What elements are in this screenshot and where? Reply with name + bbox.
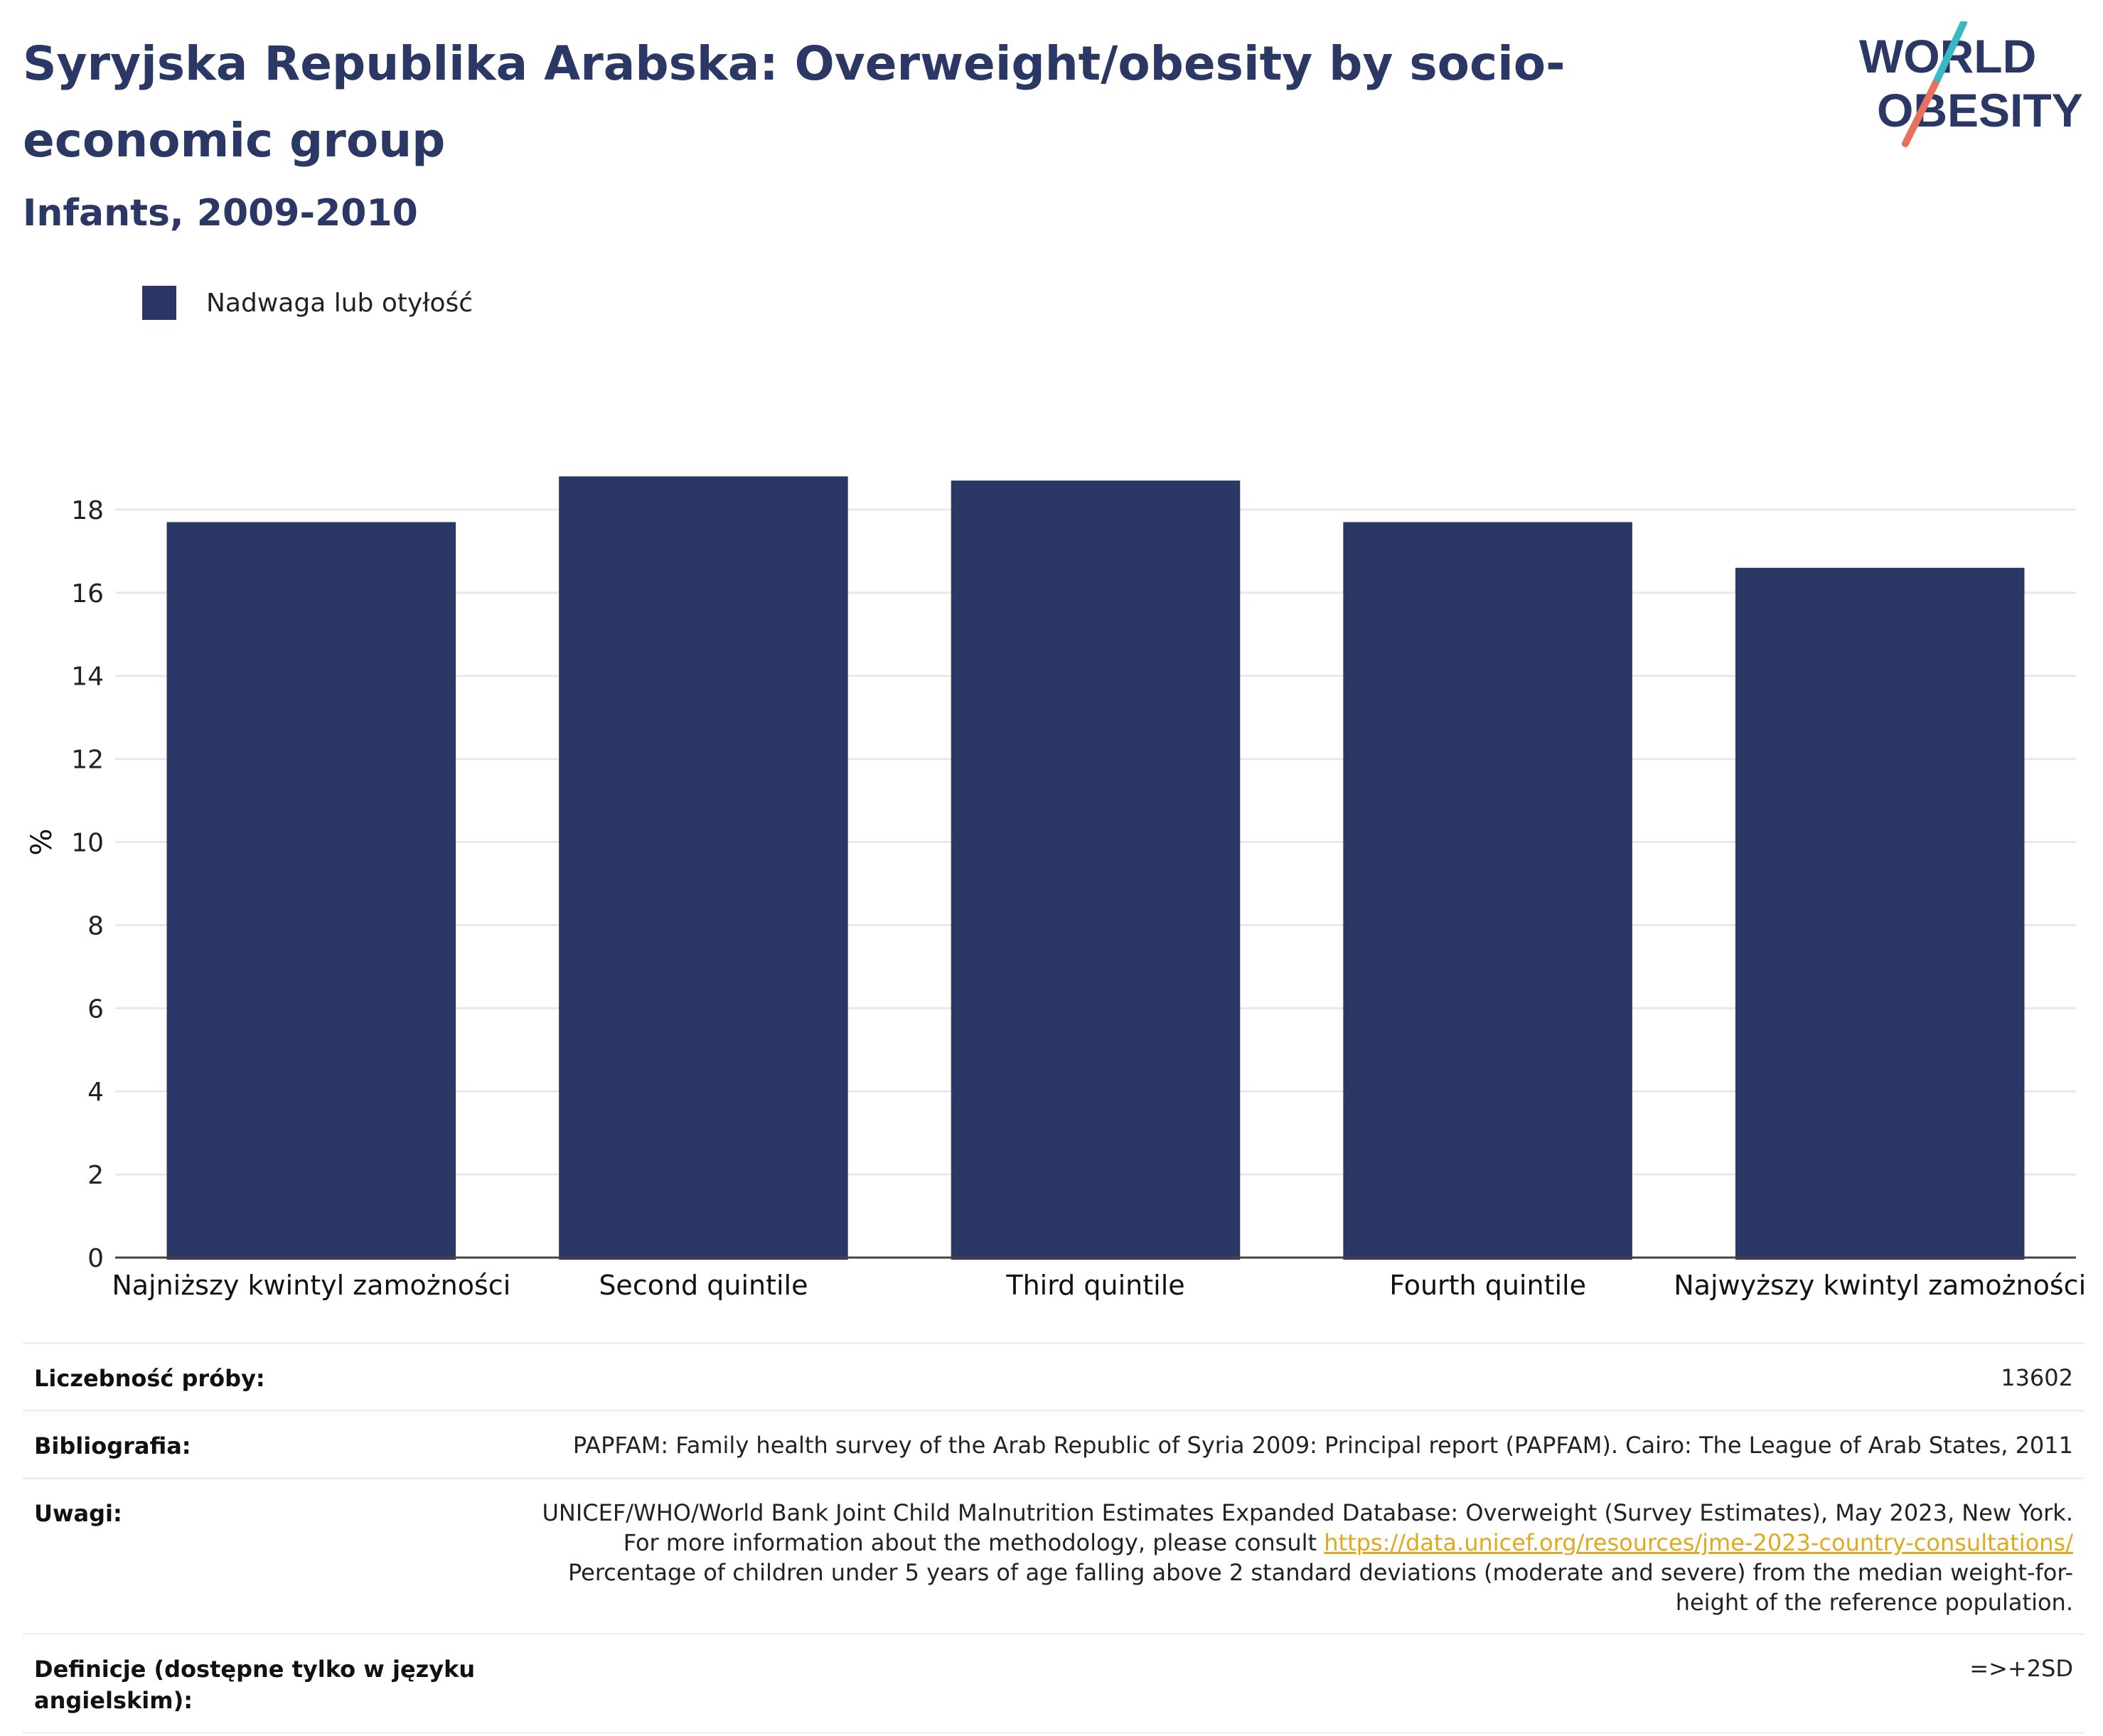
notes-text-2: Percentage of children under 5 years of … — [568, 1559, 2073, 1616]
info-table: Liczebność próby: 13602 Bibliografia: PA… — [23, 1342, 2085, 1734]
y-tick-label: 18 — [71, 496, 104, 525]
x-tick-label: Najniższy kwintyl zamożności — [112, 1270, 510, 1301]
y-tick-label: 8 — [87, 911, 104, 941]
legend-label: Nadwaga lub otyłość — [206, 288, 473, 318]
definitions-label: Definicje (dostępne tylko w języku angie… — [34, 1656, 476, 1714]
info-row-bibliography: Bibliografia: PAPFAM: Family health surv… — [23, 1412, 2085, 1479]
x-tick-label: Fourth quintile — [1389, 1270, 1586, 1301]
y-tick-label: 12 — [71, 746, 104, 775]
legend-swatch — [142, 286, 176, 320]
legend[interactable]: Nadwaga lub otyłość — [142, 284, 473, 321]
bibliography-value: PAPFAM: Family health survey of the Arab… — [572, 1432, 2073, 1459]
notes-label: Uwagi: — [34, 1500, 122, 1527]
logo-line-2: OBESITY — [1877, 84, 2083, 136]
chart-title: Syryjska Republika Arabska: Overweight/o… — [23, 36, 1566, 168]
y-tick-label: 6 — [87, 995, 104, 1024]
y-tick-label: 16 — [71, 579, 104, 609]
definitions-value: =>+2SD — [1969, 1655, 2073, 1682]
bar-chart: 0 2 4 6 8 10 12 14 16 18% Najniższy kwintyl zamożn… — [26, 476, 2086, 1301]
info-row-sample: Liczebność próby: 13602 — [23, 1344, 2085, 1412]
y-tick-label: 4 — [87, 1078, 104, 1107]
x-tick-label: Second quintile — [599, 1270, 808, 1301]
bar — [559, 476, 848, 1260]
bar — [166, 522, 456, 1260]
notes-text-1: UNICEF/WHO/World Bank Joint Child Malnut… — [542, 1499, 2074, 1556]
info-row-definitions: Definicje (dostępne tylko w języku angie… — [23, 1635, 2085, 1734]
world-obesity-logo: WORLD OBESITY — [1859, 21, 2083, 147]
sample-value: 13602 — [2001, 1364, 2073, 1391]
y-axis-title: % — [26, 828, 58, 855]
y-tick-label: 10 — [71, 829, 104, 858]
x-tick-label: Third quintile — [1005, 1270, 1184, 1301]
notes-value: UNICEF/WHO/World Bank Joint Child Malnut… — [509, 1498, 2074, 1617]
y-tick-label: 0 — [87, 1244, 104, 1273]
bibliography-label: Bibliografia: — [34, 1432, 191, 1459]
bar — [1343, 522, 1632, 1260]
bar — [951, 480, 1241, 1260]
y-tick-label: 2 — [87, 1161, 104, 1190]
x-tick-label: Najwyższy kwintyl zamożności — [1674, 1270, 2086, 1301]
methodology-link[interactable]: https://data.unicef.org/resources/jme-20… — [1324, 1529, 2073, 1556]
bar — [1735, 567, 2025, 1260]
sample-label: Liczebność próby: — [34, 1365, 265, 1392]
chart-subtitle: Infants, 2009-2010 — [23, 192, 418, 235]
info-row-notes: Uwagi: UNICEF/WHO/World Bank Joint Child… — [23, 1479, 2085, 1635]
logo-slash-teal — [1932, 21, 1967, 87]
logo-slash-coral — [1902, 80, 1939, 147]
y-tick-label: 14 — [71, 663, 104, 692]
